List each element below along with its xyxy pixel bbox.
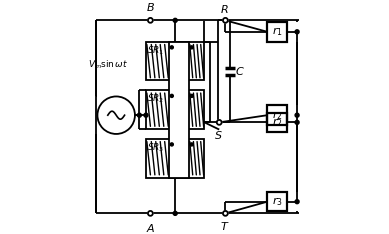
Circle shape [137,113,141,117]
Text: $SR_3$: $SR_3$ [147,141,165,154]
Circle shape [170,143,173,146]
Bar [267,106,287,125]
Text: $SR_1$: $SR_1$ [147,44,165,57]
Bar [146,42,205,80]
Circle shape [148,211,153,216]
Bar [169,42,189,178]
Circle shape [295,113,299,117]
Circle shape [173,18,177,22]
Bar [267,192,287,211]
Circle shape [170,94,173,97]
Text: $V_m \sin \omega t$: $V_m \sin \omega t$ [88,58,128,71]
Text: $SR_2$: $SR_2$ [147,93,165,105]
Text: $r_3$: $r_3$ [272,195,283,208]
Circle shape [295,120,299,124]
Circle shape [144,113,148,117]
Circle shape [217,120,222,125]
Bar [267,22,287,41]
Text: $r_1$: $r_1$ [272,26,283,38]
Text: $r_2$: $r_2$ [272,116,282,129]
Circle shape [190,143,193,146]
Text: $C$: $C$ [235,65,245,77]
Text: $R$: $R$ [220,3,229,15]
Text: $A$: $A$ [145,222,155,234]
Circle shape [295,30,299,34]
Circle shape [190,46,193,49]
Circle shape [295,200,299,204]
Bar [267,113,287,132]
Text: $r_2$: $r_2$ [272,109,282,122]
Bar [146,139,205,178]
Circle shape [148,18,153,23]
Circle shape [223,211,228,216]
Text: $B$: $B$ [146,1,155,13]
Circle shape [223,18,228,23]
Circle shape [170,46,173,49]
Text: $S$: $S$ [214,128,223,140]
Bar [146,90,205,129]
Circle shape [190,94,193,97]
Text: $T$: $T$ [219,219,229,231]
Circle shape [173,211,177,215]
